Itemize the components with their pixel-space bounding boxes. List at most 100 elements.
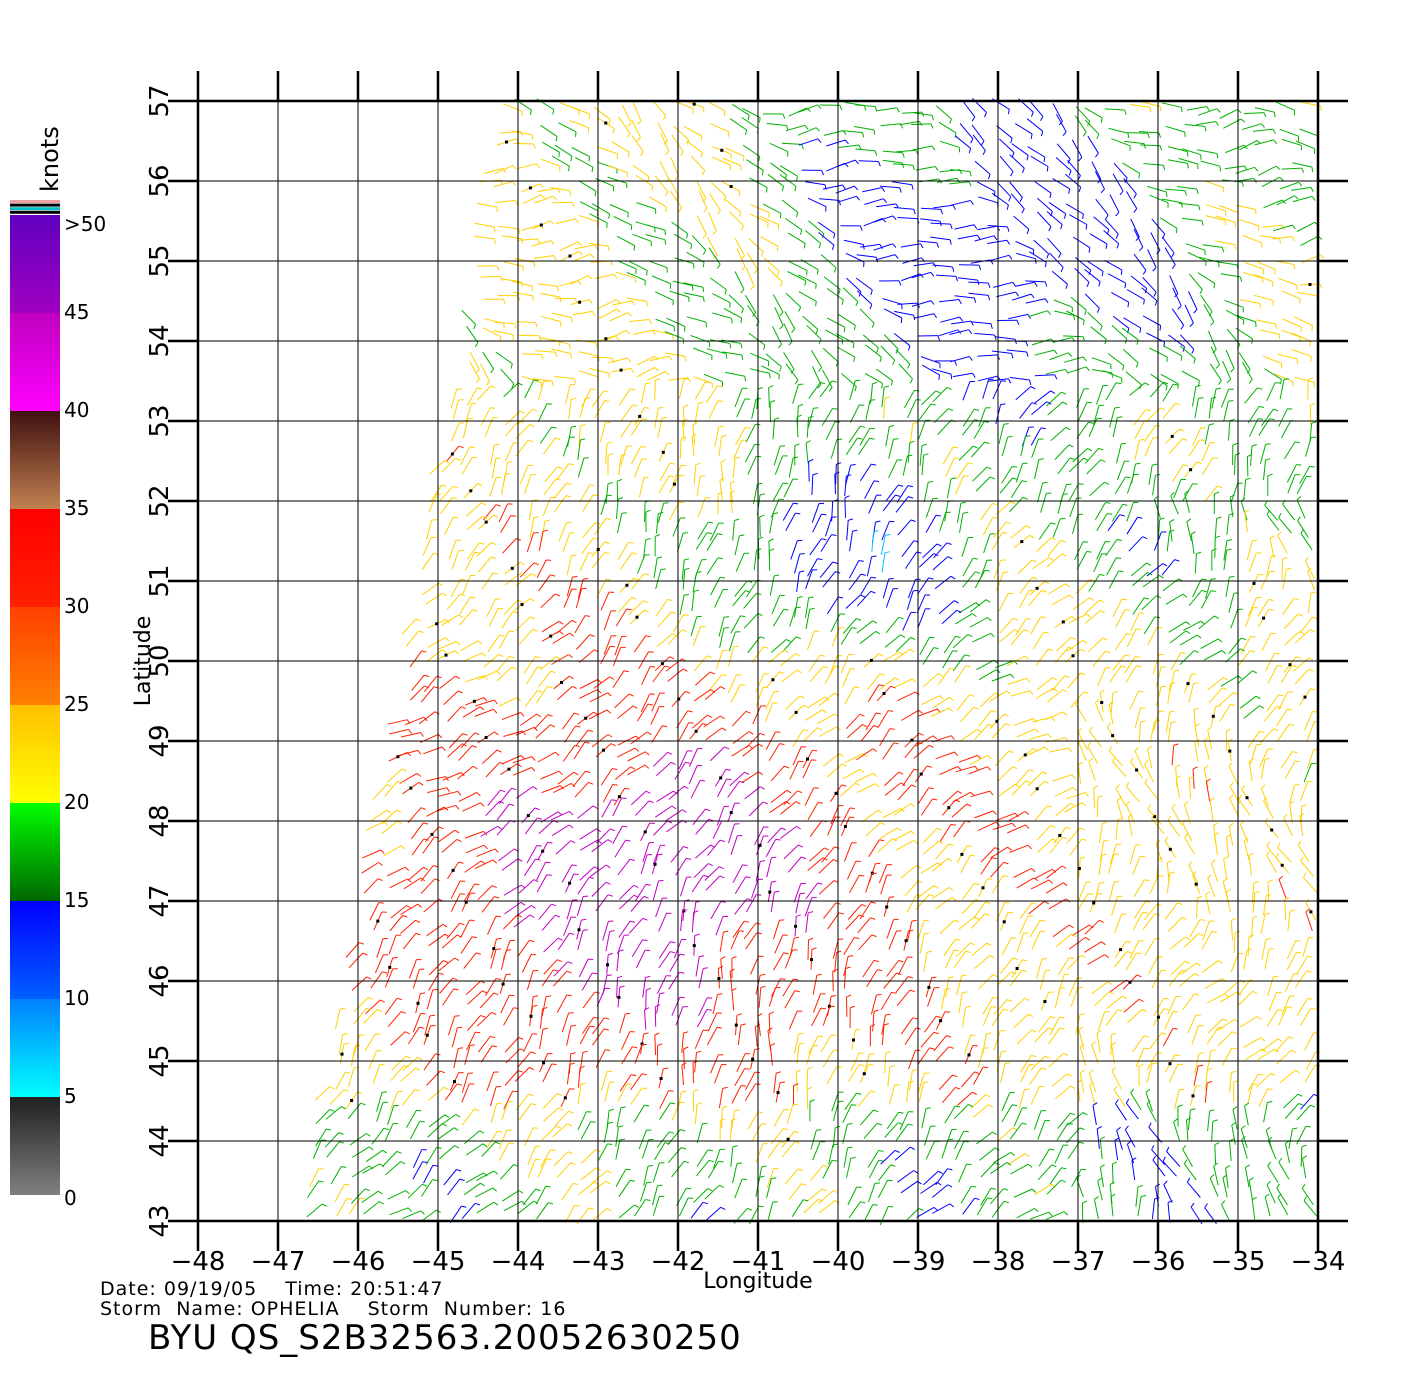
wind-barb — [1063, 356, 1087, 363]
wind-barb — [1200, 294, 1213, 317]
wind-barb — [632, 164, 650, 182]
wind-barb — [826, 139, 849, 147]
wind-barb — [862, 334, 879, 353]
wind-barb — [1107, 273, 1127, 289]
wind-barb — [1028, 733, 1052, 740]
wind-barb — [1194, 397, 1204, 419]
wind-barb — [1026, 746, 1049, 757]
wind-barb — [808, 220, 825, 239]
wind-barb — [1134, 438, 1145, 460]
wind-barb — [1124, 1125, 1136, 1148]
wind-barb — [920, 218, 942, 227]
wind-barb — [977, 354, 1000, 360]
wind-barb — [527, 1159, 541, 1179]
wind-barb — [974, 333, 997, 340]
wind-barb — [618, 596, 637, 613]
wind-barb — [538, 574, 556, 592]
wind-barb — [949, 329, 973, 335]
wind-barb — [626, 297, 648, 307]
wind-barb — [1111, 895, 1123, 916]
wind-barb — [917, 335, 941, 341]
wind-barb — [1243, 477, 1251, 500]
wind-barb — [602, 974, 612, 996]
wind-barb — [952, 372, 976, 378]
wind-barb — [578, 180, 597, 197]
wind-barb — [1009, 1122, 1028, 1140]
wind-barb — [1072, 597, 1094, 610]
wind-barb — [576, 634, 595, 650]
wind-barb — [1135, 1047, 1149, 1067]
wind-barb — [410, 822, 429, 840]
wind-barb — [640, 1032, 649, 1054]
wind-barb — [1124, 140, 1146, 149]
wind-barb — [1125, 782, 1140, 803]
wind-barb — [579, 370, 599, 382]
wind-barb — [811, 472, 818, 495]
wind-barb — [462, 417, 474, 439]
wind-barb — [365, 821, 388, 831]
wind-barb — [931, 1184, 953, 1198]
wind-barb — [991, 1008, 1009, 1027]
wind-barb — [1082, 1200, 1088, 1223]
wind-barb — [882, 578, 894, 599]
wind-barb — [962, 100, 976, 122]
wind-barb — [616, 747, 640, 758]
wind-barb — [1031, 401, 1052, 415]
wind-barb — [1247, 1073, 1264, 1092]
wind-barb — [466, 1143, 488, 1156]
wind-barb — [765, 838, 781, 858]
wind-barb — [553, 675, 574, 690]
wind-barb — [1305, 908, 1313, 932]
wind-barb — [1276, 1049, 1296, 1065]
wind-barb — [1267, 1136, 1277, 1160]
wind-barb — [1193, 707, 1199, 731]
wind-barb — [942, 799, 961, 816]
wind-barb — [363, 1201, 384, 1215]
wind-barb — [1029, 581, 1050, 596]
wind-barb — [517, 1200, 539, 1215]
wind-barb — [577, 876, 595, 895]
wind-barb — [902, 768, 919, 787]
wind-barb — [1103, 370, 1123, 384]
wind-barb — [566, 1024, 576, 1046]
wind-barb — [939, 919, 960, 934]
wind-barb — [1279, 128, 1300, 142]
wind-barb — [501, 712, 525, 720]
wind-barb — [498, 630, 514, 649]
wind-barb — [943, 938, 961, 956]
wind-barb — [688, 748, 703, 767]
wind-barb — [562, 532, 575, 553]
wind-barb — [695, 955, 705, 977]
wind-barb — [312, 1139, 327, 1159]
wind-barb — [501, 473, 511, 495]
wind-barb — [1115, 1099, 1127, 1121]
wind-barb — [839, 782, 860, 797]
wind-barb — [334, 1183, 350, 1203]
wind-barb — [692, 571, 702, 593]
wind-barb — [1056, 143, 1071, 164]
wind-barb — [806, 1188, 827, 1202]
wind-barb — [1301, 1184, 1314, 1206]
wind-barb — [1189, 919, 1206, 938]
wind-barb — [809, 666, 829, 682]
wind-barb — [1192, 871, 1201, 894]
wind-barb — [1184, 124, 1207, 132]
wind-barb — [1037, 211, 1052, 232]
wind-barb — [614, 693, 634, 709]
wind-barb — [669, 501, 684, 521]
legend-band-0-5 — [10, 1097, 60, 1195]
wind-barb — [998, 423, 1009, 444]
wind-barb — [749, 368, 771, 379]
wind-barb — [923, 1170, 943, 1186]
wind-barb — [1093, 404, 1104, 425]
wind-barb — [807, 197, 827, 212]
wind-barb — [868, 1160, 884, 1179]
wind-barb — [524, 379, 539, 399]
wind-barb — [1294, 970, 1312, 988]
wind-barb — [696, 475, 706, 497]
wind-barb — [556, 994, 572, 1013]
wind-barb — [465, 1172, 488, 1184]
wind-barb — [1093, 1196, 1099, 1220]
wind-barb — [600, 494, 612, 515]
wind-barb — [567, 425, 577, 447]
